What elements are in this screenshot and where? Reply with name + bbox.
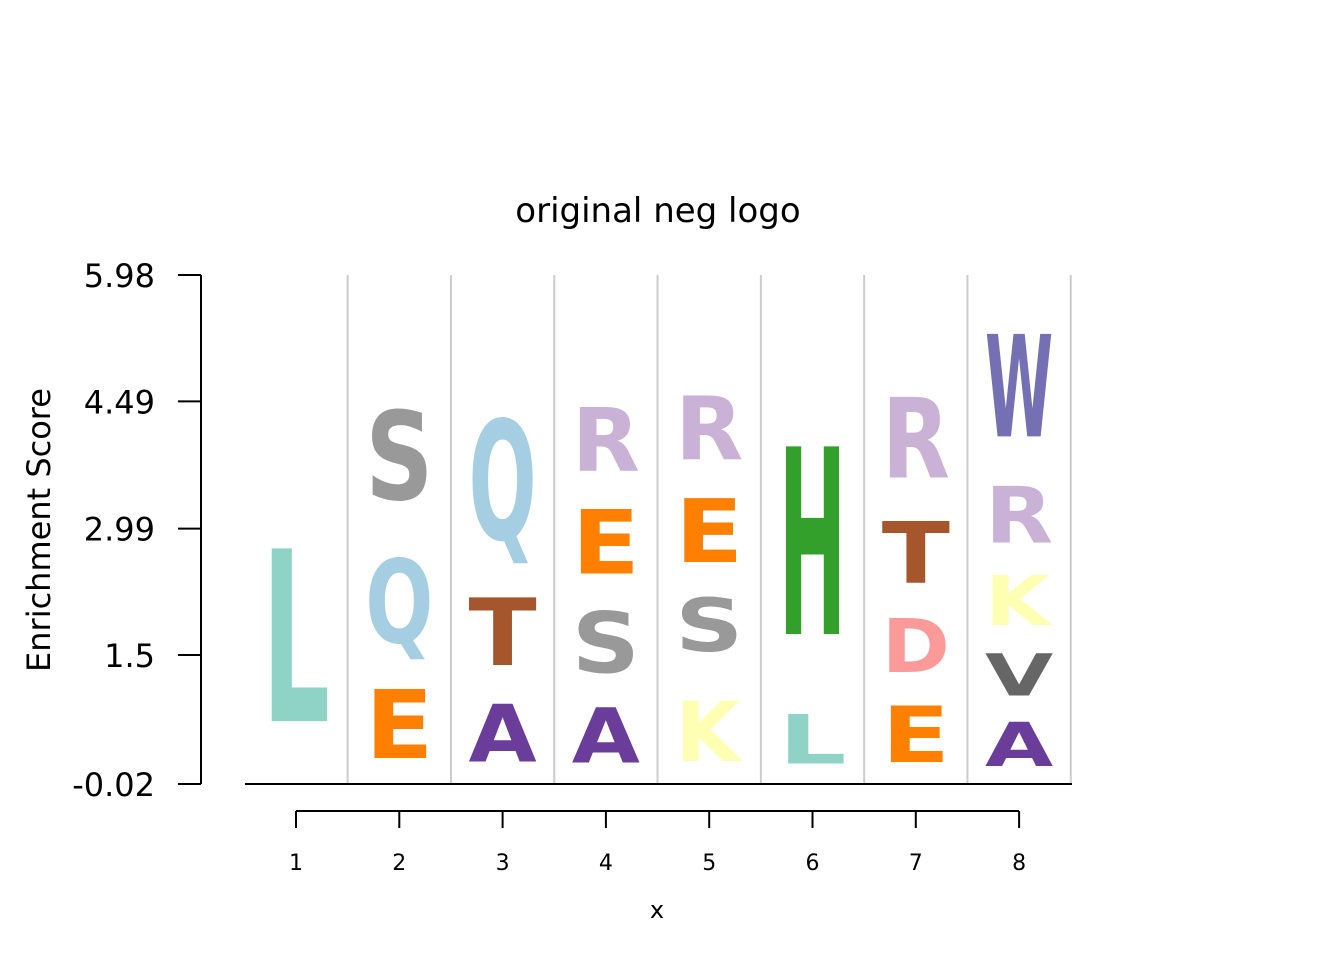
x-tick-label: 6 xyxy=(806,851,820,876)
chart-title: original neg logo xyxy=(515,191,800,231)
logo-letter-w: W xyxy=(985,306,1053,470)
x-tick-label: 4 xyxy=(599,851,613,876)
x-axis-title: x xyxy=(650,896,664,924)
y-tick-label: 1.5 xyxy=(104,637,155,675)
logo-letter-e: E xyxy=(882,691,950,781)
logo-letter-k: K xyxy=(675,684,744,780)
logo-letter-l: L xyxy=(778,701,846,780)
logo-letter-h: H xyxy=(778,397,846,696)
x-tick-label: 3 xyxy=(496,851,510,876)
x-tick-label: 7 xyxy=(909,851,923,876)
logo-letter-s: S xyxy=(365,387,433,529)
logo-letter-a: A xyxy=(572,694,641,781)
logo-letter-v: V xyxy=(985,642,1054,710)
logo-letter-e: E xyxy=(675,482,743,584)
logo-letter-r: R xyxy=(985,470,1053,560)
logo-letter-e: E xyxy=(572,492,640,595)
y-tick-label: -0.02 xyxy=(72,766,155,804)
logo-letter-q: Q xyxy=(365,537,433,671)
logo-letter-a: A xyxy=(469,687,537,780)
y-axis-ticks: 5.98 4.49 2.99 1.5 -0.02 xyxy=(72,257,201,804)
y-tick-label: 4.49 xyxy=(84,383,155,421)
y-tick-label: 2.99 xyxy=(84,511,155,549)
logo-letter-e: E xyxy=(365,671,433,781)
y-tick-label: 5.98 xyxy=(84,257,155,295)
x-tick-label: 2 xyxy=(392,851,406,876)
logo-letter-d: D xyxy=(882,604,950,690)
x-axis-ticks: 1 2 3 4 5 6 7 8 xyxy=(289,811,1026,876)
logo-letter-l: L xyxy=(262,502,330,778)
logo-letter-t: T xyxy=(469,578,537,687)
x-tick-label: 8 xyxy=(1012,851,1026,876)
logo-letter-s: S xyxy=(675,583,743,669)
logo-letter-r: R xyxy=(882,375,950,504)
logo-letter-s: S xyxy=(572,596,640,693)
logo-letter-t: T xyxy=(882,504,950,603)
logo-letter-k: K xyxy=(985,562,1053,642)
y-axis-title: Enrichment Score xyxy=(20,388,58,672)
logo-letter-r: R xyxy=(675,378,743,481)
logo-letter-r: R xyxy=(572,390,640,491)
logo-letter-q: Q xyxy=(469,387,537,579)
logo-letter-a: A xyxy=(985,710,1054,781)
x-tick-label: 5 xyxy=(702,851,716,876)
grid-lines xyxy=(346,275,1072,784)
x-tick-label: 1 xyxy=(289,851,303,876)
